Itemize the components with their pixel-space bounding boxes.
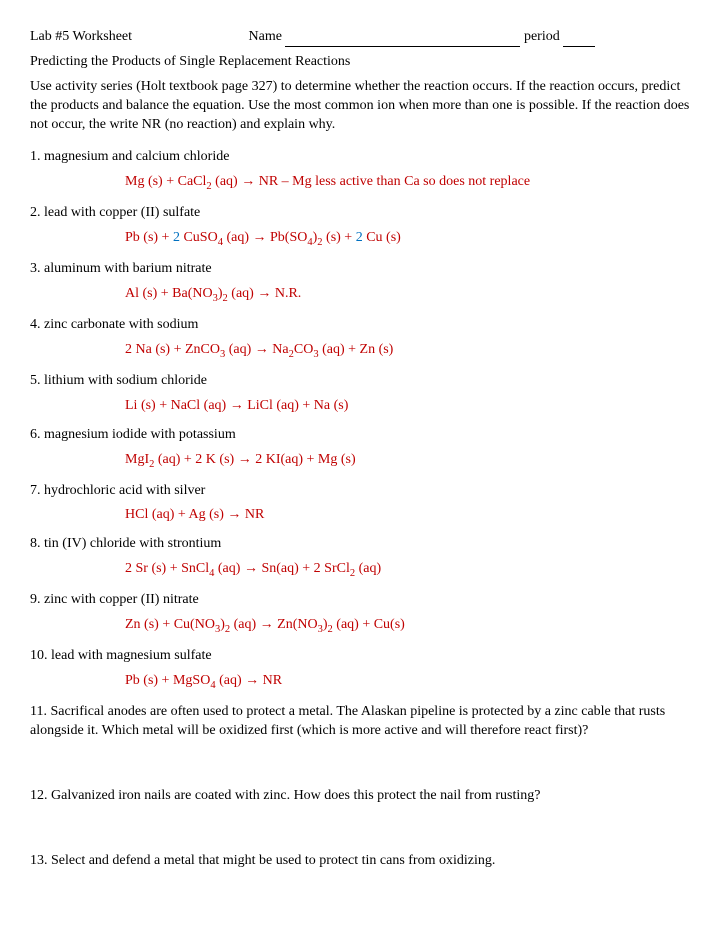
name-label: Name [249, 28, 282, 47]
problem-3: 3. aluminum with barium nitrate Al (s) + … [30, 260, 698, 306]
problem-equation: Zn (s) + Cu(NO3)2 (aq) → Zn(NO3)2 (aq) +… [125, 614, 698, 637]
followup-question-11: 11. Sacrifical anodes are often used to … [30, 703, 698, 741]
problem-equation: Mg (s) + CaCl2 (aq) → NR – Mg less activ… [125, 171, 698, 194]
problem-prompt: 7. hydrochloric acid with silver [30, 482, 698, 501]
problem-equation: Al (s) + Ba(NO3)2 (aq) → N.R. [125, 283, 698, 306]
problem-equation: 2 Na (s) + ZnCO3 (aq) → Na2CO3 (aq) + Zn… [125, 339, 698, 362]
worksheet-title: Lab #5 Worksheet [30, 28, 245, 47]
problem-6: 6. magnesium iodide with potassium MgI2 (… [30, 426, 698, 472]
problem-equation: 2 Sr (s) + SnCl4 (aq) → Sn(aq) + 2 SrCl2… [125, 558, 698, 581]
problem-7: 7. hydrochloric acid with silver HCl (aq)… [30, 482, 698, 526]
problem-prompt: 6. magnesium iodide with potassium [30, 426, 698, 445]
problem-prompt: 3. aluminum with barium nitrate [30, 260, 698, 279]
period-label: period [524, 28, 560, 47]
followup-question-13: 13. Select and defend a metal that might… [30, 852, 698, 871]
instructions-text: Use activity series (Holt textbook page … [30, 78, 698, 135]
problem-prompt: 5. lithium with sodium chloride [30, 372, 698, 391]
worksheet-subtitle: Predicting the Products of Single Replac… [30, 53, 698, 72]
worksheet-header: Lab #5 Worksheet Name period [30, 28, 698, 47]
problem-equation: MgI2 (aq) + 2 K (s) → 2 KI(aq) + Mg (s) [125, 449, 698, 472]
problem-9: 9. zinc with copper (II) nitrate Zn (s) +… [30, 591, 698, 637]
period-blank[interactable] [563, 33, 595, 47]
problem-prompt: 4. zinc carbonate with sodium [30, 316, 698, 335]
problem-prompt: 2. lead with copper (II) sulfate [30, 204, 698, 223]
problem-prompt: 9. zinc with copper (II) nitrate [30, 591, 698, 610]
problem-equation: HCl (aq) + Ag (s) → NR [125, 504, 698, 525]
problem-2: 2. lead with copper (II) sulfate Pb (s) +… [30, 204, 698, 250]
problems-list: 1. magnesium and calcium chloride Mg (s) … [30, 148, 698, 692]
name-blank[interactable] [285, 33, 520, 47]
problem-4: 4. zinc carbonate with sodium 2 Na (s) + … [30, 316, 698, 362]
problem-8: 8. tin (IV) chloride with strontium 2 Sr … [30, 535, 698, 581]
problem-10: 10. lead with magnesium sulfate Pb (s) + … [30, 647, 698, 693]
problem-5: 5. lithium with sodium chloride Li (s) + … [30, 372, 698, 416]
problem-prompt: 10. lead with magnesium sulfate [30, 647, 698, 666]
problem-equation: Pb (s) + MgSO4 (aq) → NR [125, 670, 698, 693]
problem-1: 1. magnesium and calcium chloride Mg (s) … [30, 148, 698, 194]
followup-questions: 11. Sacrifical anodes are often used to … [30, 703, 698, 871]
problem-equation: Pb (s) + 2 CuSO4 (aq) → Pb(SO4)2 (s) + 2… [125, 227, 698, 250]
problem-prompt: 1. magnesium and calcium chloride [30, 148, 698, 167]
followup-question-12: 12. Galvanized iron nails are coated wit… [30, 787, 698, 806]
problem-equation: Li (s) + NaCl (aq) → LiCl (aq) + Na (s) [125, 395, 698, 416]
problem-prompt: 8. tin (IV) chloride with strontium [30, 535, 698, 554]
